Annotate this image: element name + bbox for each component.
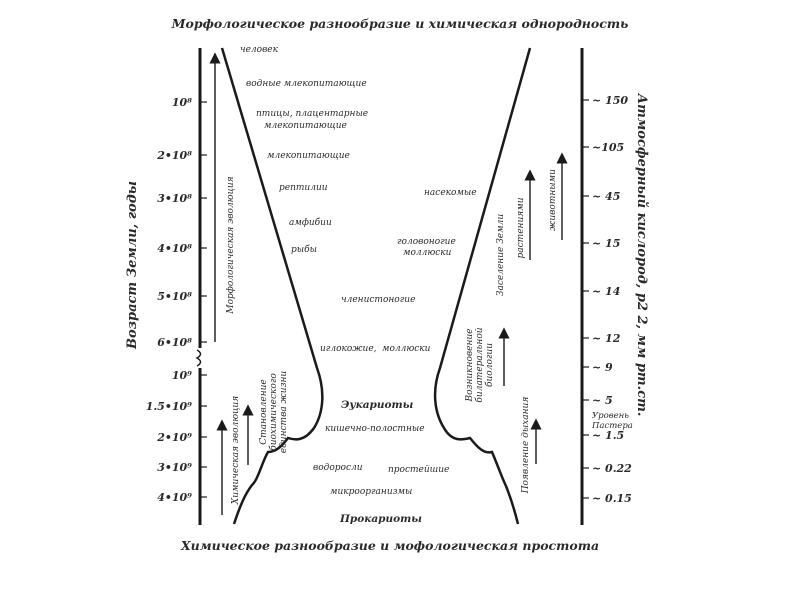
taxon-algae: водоросли	[313, 463, 363, 473]
left-tick-3: 4•10⁸	[157, 242, 192, 255]
right-tick-8: ~ 1.5	[592, 429, 624, 442]
left-tick-4: 5•10⁸	[157, 290, 192, 303]
left-tick-9: 3•10⁹	[157, 461, 192, 474]
left-tick-1: 2•10⁸	[156, 149, 192, 162]
right-axis-title: Атмосферный кислород, p2 2, мм рт.ст.	[634, 93, 649, 417]
left-tick-8: 2•10⁹	[156, 431, 192, 444]
taxon-microorganisms: микроорганизмы	[330, 487, 412, 497]
taxon-protozoa: простейшие	[388, 465, 449, 475]
taxon-echinoderms: иглокожие,	[320, 344, 377, 354]
taxon-prokaryotes: Прокариоты	[339, 513, 422, 525]
respiration-label: Появление дыхания	[521, 397, 531, 495]
left-axis-title: Возраст Земли, годы	[125, 181, 140, 350]
pasteur-level-label: Уровень Пастера	[591, 411, 633, 431]
taxon-mollusks: моллюски	[382, 344, 431, 354]
bilateral-biology-label: Возникновение билатеральной биологии	[465, 327, 495, 402]
taxon-cephalopods-line1: головоногие	[397, 237, 456, 247]
land-settlement-label: Заселение Земли	[496, 214, 506, 296]
svg-text:Возникновение: Возникновение	[465, 328, 475, 402]
left-tick-10: 4•10⁹	[157, 491, 192, 504]
right-funnel-curve	[433, 47, 532, 525]
right-tick-4: ~ 14	[592, 285, 620, 298]
title-top: Морфологическое разнообразие и химическа…	[171, 16, 629, 31]
right-tick-10: ~ 0.15	[592, 492, 632, 505]
right-tick-3: ~ 15	[592, 237, 620, 250]
taxon-cephalopods-line2: моллюски	[403, 248, 452, 258]
svg-text:единства жизни: единства жизни	[279, 371, 289, 454]
right-tick-0: ~ 150	[592, 94, 628, 107]
left-tick-0: 10⁸	[172, 96, 192, 109]
taxon-birds-line1: птицы, плацентарные	[256, 109, 368, 119]
animals-label: животными	[548, 169, 558, 231]
chemical-evolution-label: Химическая эволюция	[231, 396, 241, 505]
right-tick-2: ~ 45	[592, 190, 620, 203]
left-funnel-curve	[220, 47, 324, 525]
taxon-arthropods: членистоногие	[341, 295, 415, 305]
taxon-birds-line2: млекопитающие	[264, 121, 347, 131]
right-tick-7: ~ 5	[592, 394, 613, 407]
left-axis-break	[195, 349, 202, 367]
left-tick-5: 6•10⁸	[157, 336, 192, 349]
title-bottom: Химическое разнообразие и мофологическая…	[180, 538, 599, 553]
taxon-eukaryotes: Эукариоты	[341, 399, 414, 411]
taxon-aquatic-mammals: водные млекопитающие	[246, 79, 367, 89]
right-axis-ticks	[582, 99, 589, 499]
taxon-human: человек	[240, 45, 279, 55]
right-tick-1: ~105	[592, 141, 624, 154]
svg-text:биологии: биологии	[484, 343, 495, 387]
biochem-unity-label: Становление биохимического единства жизн…	[259, 371, 289, 454]
right-tick-9: ~ 0.22	[592, 462, 632, 475]
taxon-insects: насекомые	[424, 188, 477, 198]
taxon-mammals: млекопитающие	[267, 151, 350, 161]
taxon-reptiles: рептилии	[279, 183, 328, 193]
taxon-coelenterates: кишечно-полостные	[325, 424, 425, 434]
left-tick-6: 10⁹	[172, 369, 192, 382]
right-tick-6: ~ 9	[592, 361, 613, 374]
left-tick-2: 3•10⁸	[157, 192, 192, 205]
taxon-amphibians: амфибии	[289, 217, 332, 228]
left-axis-ticks	[200, 101, 207, 498]
svg-text:биохимического: биохимического	[268, 373, 279, 451]
left-tick-7: 1.5•10⁹	[146, 400, 192, 413]
right-tick-5: ~ 12	[592, 332, 621, 345]
svg-text:билатеральной: билатеральной	[474, 327, 485, 402]
plants-label: растениями	[516, 197, 526, 258]
taxon-fish: рыбы	[291, 244, 317, 255]
morphological-evolution-label: Морфологическая эволюция	[226, 176, 236, 314]
svg-text:Становление: Становление	[259, 379, 269, 444]
